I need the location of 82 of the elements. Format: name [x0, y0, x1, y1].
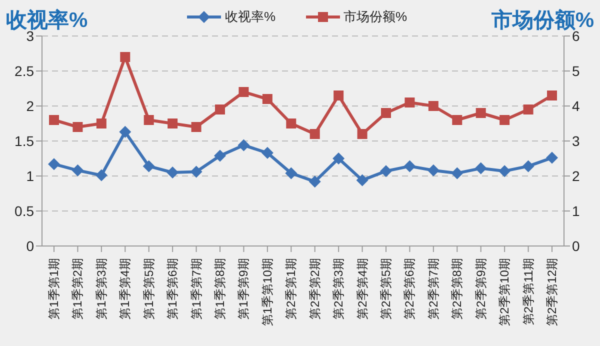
- x-tick-label: 第2季第12期: [545, 258, 559, 326]
- x-tick-label: 第2季第7期: [426, 258, 440, 320]
- x-tick-label: 第2季第8期: [450, 258, 464, 320]
- x-tick-label: 第1季第7期: [189, 258, 204, 320]
- point: [357, 129, 368, 139]
- y2-tick-label: 0: [572, 238, 580, 254]
- x-tick-label: 第1季第5期: [142, 258, 156, 320]
- point: [191, 122, 202, 132]
- point: [404, 98, 415, 108]
- y2-axis-title: 市场份额%: [491, 8, 594, 32]
- y2-tick-label: 2: [572, 168, 580, 184]
- point: [522, 160, 534, 172]
- point: [474, 162, 487, 174]
- point: [166, 166, 179, 178]
- x-tick-label: 第2季第2期: [308, 258, 322, 320]
- y-tick-label: 2: [26, 98, 34, 114]
- x-tick-label: 第1季第10期: [260, 258, 274, 326]
- point: [261, 146, 274, 159]
- point: [452, 115, 462, 125]
- point: [238, 139, 250, 152]
- x-tick-label: 第2季第4期: [355, 258, 370, 320]
- y-tick-label: 1: [26, 168, 34, 184]
- x-tick-label: 第1季第1期: [47, 258, 61, 320]
- y-tick-label: 0.5: [14, 202, 34, 219]
- point: [404, 160, 416, 172]
- point: [262, 94, 272, 104]
- point: [72, 164, 84, 176]
- x-tick-label: 第1季第9期: [236, 258, 251, 320]
- point: [428, 101, 438, 111]
- y-tick-label: 2.5: [14, 62, 34, 79]
- point: [72, 122, 83, 132]
- point: [214, 150, 226, 162]
- point: [285, 167, 298, 180]
- legend-label: 收视率%: [224, 8, 276, 26]
- point: [546, 152, 558, 164]
- x-tick-label: 第2季第11期: [521, 258, 536, 326]
- point: [142, 160, 155, 172]
- x-tick-label: 第2季第3期: [332, 258, 346, 320]
- point: [238, 87, 249, 97]
- y2-tick-label: 3: [572, 132, 580, 149]
- y-tick-label: 0: [26, 238, 34, 254]
- y-tick-label: 1.5: [14, 132, 34, 149]
- x-tick-label: 第1季第3期: [94, 258, 108, 320]
- point: [356, 174, 368, 186]
- point: [190, 166, 202, 178]
- point: [547, 90, 557, 100]
- x-tick-label: 第1季第2期: [70, 258, 85, 320]
- point: [498, 165, 511, 178]
- x-tick-label: 第1季第4期: [118, 258, 132, 320]
- x-tick-label: 第2季第6期: [402, 258, 417, 320]
- y2-tick-label: 5: [572, 62, 580, 79]
- point: [168, 118, 178, 128]
- point: [96, 118, 106, 128]
- x-tick-label: 第2季第10期: [498, 258, 512, 326]
- point: [48, 158, 60, 170]
- point: [451, 167, 464, 180]
- point: [523, 104, 534, 114]
- point: [427, 164, 440, 176]
- point: [286, 118, 296, 128]
- x-tick-label: 第1季第8期: [213, 258, 227, 320]
- x-tick-label: 第2季第9期: [474, 258, 488, 320]
- point: [476, 108, 486, 118]
- point: [332, 152, 345, 164]
- point: [119, 126, 132, 138]
- point: [215, 104, 225, 114]
- x-tick-label: 第2季第1期: [284, 258, 298, 320]
- point: [308, 176, 321, 188]
- point: [381, 108, 391, 118]
- legend-label: 市场份额%: [342, 8, 408, 26]
- point: [380, 165, 392, 178]
- point: [334, 90, 344, 100]
- point: [95, 169, 108, 182]
- point: [49, 115, 59, 125]
- point: [120, 52, 130, 62]
- point: [500, 115, 510, 125]
- x-tick-label: 第1季第6期: [166, 258, 180, 320]
- y-axis-title: 收视率%: [6, 8, 88, 32]
- y2-tick-label: 4: [572, 98, 580, 114]
- x-tick-label: 第2季第5期: [379, 258, 393, 320]
- point: [144, 115, 154, 125]
- point: [310, 129, 320, 139]
- y2-tick-label: 1: [572, 202, 580, 219]
